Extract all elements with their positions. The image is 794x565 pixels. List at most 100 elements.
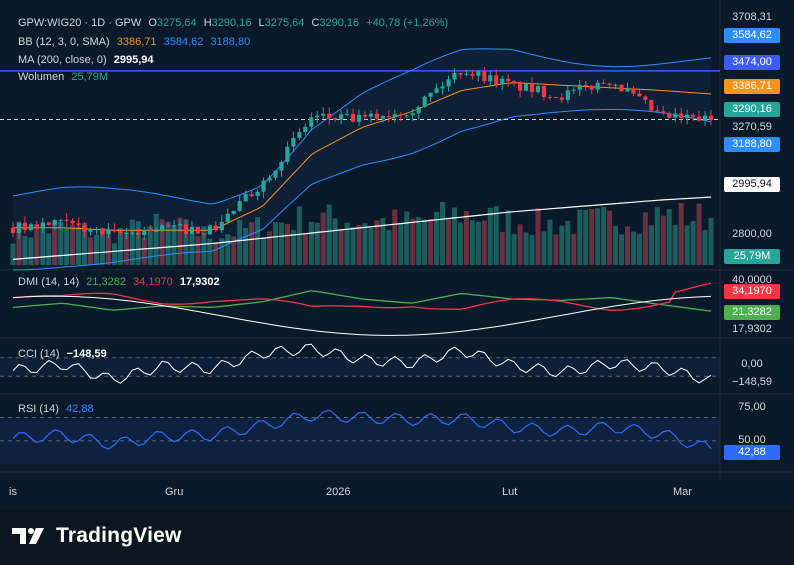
volume-bar	[22, 236, 28, 265]
legend-ma-row[interactable]: MA (200, close, 0) 2995,94	[18, 54, 157, 66]
candle-body	[261, 180, 266, 192]
cci-band	[0, 357, 720, 377]
cci-line	[12, 343, 712, 384]
volume-bar	[410, 218, 416, 265]
volume-bar	[356, 224, 362, 265]
volume-bar	[135, 221, 141, 265]
chart-area[interactable]: GPW:WIG20 · 1D · GPW O3275,64 H3290,16 L…	[0, 0, 794, 510]
price-tick-top: 3708,31	[732, 11, 772, 23]
candle-body	[183, 224, 189, 234]
volume-bar	[463, 211, 469, 265]
legend-cci-row[interactable]: CCI (14) −148,59	[18, 348, 111, 360]
dmi-plus-line	[12, 290, 712, 312]
candle-body	[249, 194, 254, 197]
volume-bar	[111, 243, 117, 265]
x-tick-label: Gru	[165, 486, 184, 498]
volume-bar	[547, 219, 553, 265]
volume-bar	[404, 211, 410, 265]
candle-body	[124, 232, 129, 234]
candle-body	[243, 194, 248, 202]
legend-vol-value: 25,79M	[71, 71, 109, 83]
legend-ma-value: 2995,94	[113, 54, 154, 66]
tradingview-logo[interactable]: TradingView	[12, 524, 182, 548]
candle-body	[595, 82, 600, 90]
candle-body	[34, 224, 39, 229]
bb-lower-price-tag: 3188,80	[724, 137, 780, 152]
volume-bar	[326, 204, 332, 265]
ma-line	[12, 196, 712, 260]
candle-body	[356, 114, 362, 122]
legend-h-value: 3290,16	[211, 17, 252, 29]
chart-canvas[interactable]	[0, 0, 794, 510]
volume-bar	[589, 209, 595, 265]
cci-tick: 0,00	[741, 358, 763, 370]
volume-bar	[350, 226, 356, 265]
candle-body	[16, 222, 22, 233]
legend-rsi-value: 42,88	[66, 403, 94, 415]
rsi-line	[12, 409, 712, 450]
legend-ma-label: MA (200, close, 0)	[18, 54, 107, 66]
volume-bar	[82, 222, 88, 265]
volume-bar	[213, 242, 219, 265]
volume-bar	[117, 228, 123, 265]
legend-cci-value: −148,59	[66, 348, 107, 360]
candle-body	[559, 97, 564, 100]
candle-body	[482, 71, 487, 82]
legend-symbol[interactable]: GPW:WIG20 · 1D · GPW	[18, 17, 142, 29]
volume-bar	[302, 233, 308, 265]
candle-body	[303, 126, 308, 133]
legend-c-label: C	[311, 17, 320, 29]
volume-bar	[416, 217, 422, 265]
close-price-tag: 3290,16	[724, 102, 780, 117]
volume-bar	[320, 212, 326, 265]
legend-rsi-row[interactable]: RSI (14) 42,88	[18, 403, 98, 415]
candle-body	[404, 115, 409, 117]
volume-bar	[147, 226, 153, 265]
candle-body	[529, 83, 535, 93]
candle-body	[142, 229, 147, 236]
hline-price-tag: 3474,00	[724, 55, 780, 70]
volume-bar	[272, 222, 278, 265]
volume-bar	[517, 224, 523, 265]
volume-bar	[153, 213, 159, 265]
candle-body	[273, 170, 278, 178]
volume-bar	[76, 226, 82, 265]
candle-body	[643, 96, 648, 100]
legend-bb-label: BB (12, 3, 0, SMA)	[18, 36, 110, 48]
volume-bar	[451, 207, 457, 265]
candle-body	[225, 213, 230, 222]
volume-bar	[690, 221, 696, 265]
volume-bar	[529, 235, 535, 265]
legend-bb-row[interactable]: BB (12, 3, 0, SMA) 3386,71 3584,62 3188,…	[18, 36, 254, 48]
volume-bar	[422, 219, 428, 265]
candle-body	[589, 85, 594, 90]
volume-bar	[553, 234, 559, 265]
volume-bar	[571, 233, 577, 265]
legend-dmi-row[interactable]: DMI (14, 14) 21,3282 34,1970 17,9302	[18, 276, 224, 288]
candle-body	[46, 222, 51, 225]
candle-body	[219, 221, 224, 231]
legend-dmi-plus: 21,3282	[86, 276, 126, 288]
volume-bar	[94, 234, 100, 265]
dmi-adx-tag: 17,9302	[732, 323, 772, 335]
volume-bar	[481, 220, 487, 265]
crosshair-price-tag: 3270,59	[732, 121, 772, 133]
volume-tag: 25,79M	[724, 249, 780, 264]
brand-name: TradingView	[56, 524, 182, 547]
candle-body	[213, 225, 218, 231]
candle-body	[339, 114, 344, 120]
volume-bar	[666, 209, 672, 265]
volume-bar	[278, 222, 284, 265]
candle-body	[434, 88, 439, 93]
volume-bar	[231, 236, 237, 265]
volume-bar	[672, 224, 678, 265]
rsi-tick-75: 75,00	[738, 401, 766, 413]
candle-body	[446, 79, 451, 87]
volume-bar	[10, 243, 16, 265]
volume-bar	[308, 221, 314, 265]
candle-body	[392, 114, 397, 117]
volume-bar	[398, 223, 404, 265]
candle-body	[708, 115, 714, 120]
candle-body	[410, 113, 415, 116]
legend-volume-row[interactable]: Wolumen 25,79M	[18, 71, 112, 83]
